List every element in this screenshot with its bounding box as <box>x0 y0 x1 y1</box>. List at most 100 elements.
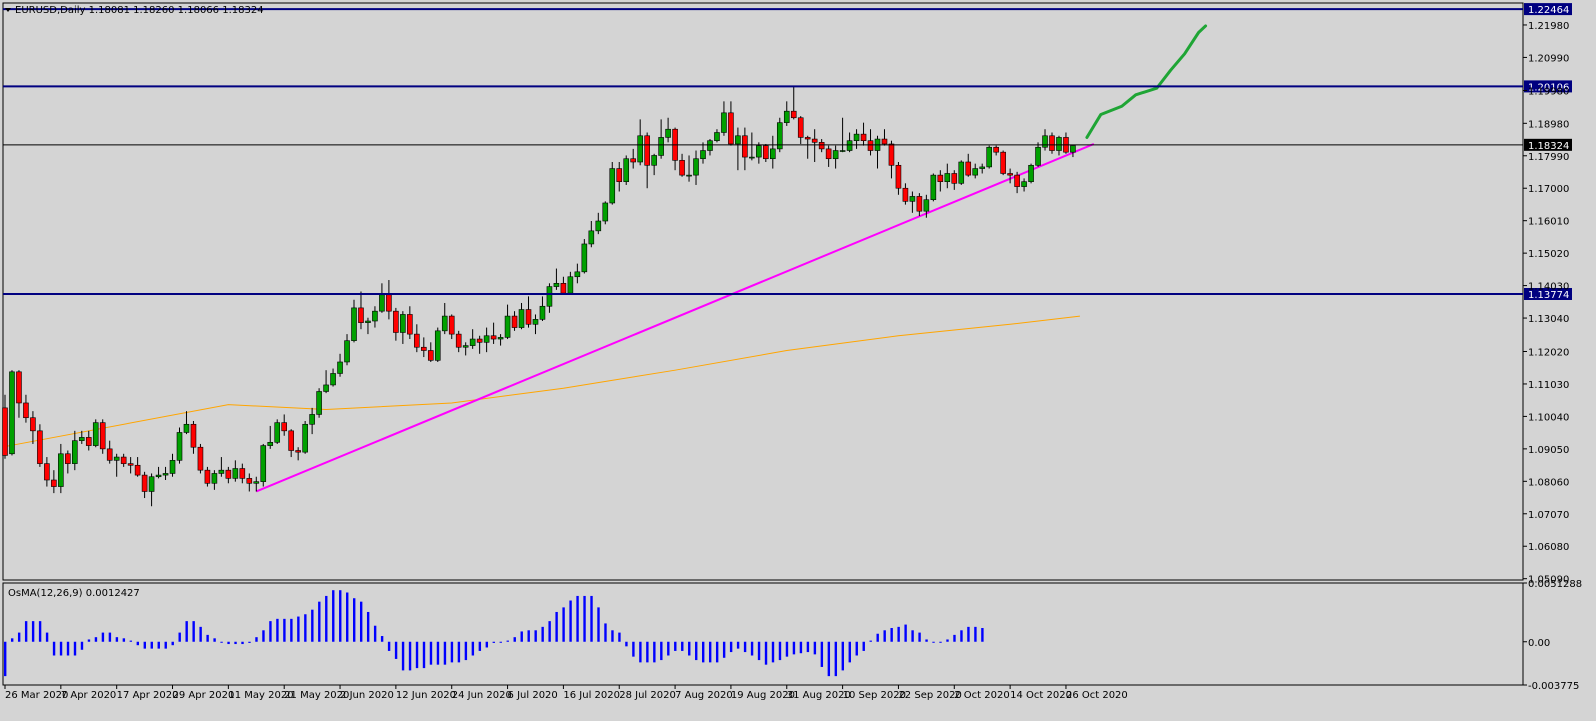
candle-body <box>742 135 748 158</box>
x-tick-label: 26 Oct 2020 <box>1066 690 1128 701</box>
candle <box>434 327 441 362</box>
candle-body <box>979 166 986 169</box>
x-tick-label: 16 Jul 2020 <box>563 690 620 701</box>
osma-bar <box>429 641 433 665</box>
candle <box>972 163 979 179</box>
osma-bar <box>4 641 7 677</box>
osma-bar <box>297 616 300 642</box>
osma-bar <box>632 641 635 657</box>
candle-body <box>211 473 218 484</box>
level-price-tag <box>1524 80 1572 93</box>
candle-body <box>930 174 937 201</box>
candle-body <box>434 330 441 361</box>
osma-bar <box>925 639 928 642</box>
candle-body <box>239 468 246 479</box>
candle <box>630 148 637 169</box>
candle-body <box>1028 164 1034 182</box>
osma-bar <box>80 641 84 650</box>
candle-body <box>532 319 539 325</box>
osma-bar <box>450 641 454 663</box>
candle <box>44 457 50 487</box>
candle-body <box>30 417 36 432</box>
level-price-label: 1.20106 <box>1528 82 1569 93</box>
candle <box>1035 142 1041 167</box>
candle-body <box>881 138 888 145</box>
candle <box>337 353 343 377</box>
candle-body <box>783 110 790 123</box>
candle <box>937 170 944 192</box>
candle <box>260 443 267 487</box>
candle <box>602 201 609 225</box>
candle-body <box>169 460 176 474</box>
osma-bar <box>534 630 537 642</box>
candle-body <box>337 361 343 374</box>
candle <box>749 132 755 161</box>
current-price-tag <box>1524 138 1572 151</box>
x-tick-label: 22 Sep 2020 <box>898 690 961 701</box>
candle-body <box>1021 181 1027 187</box>
level-price-tag <box>1524 3 1572 16</box>
osma-bar <box>492 641 495 643</box>
candle-body <box>72 440 78 464</box>
y-tick-label: 1.06080 <box>1528 542 1569 553</box>
osma-bar <box>841 641 844 671</box>
osma-bar <box>206 634 209 642</box>
candle-body <box>756 145 762 158</box>
candle-body <box>386 294 392 312</box>
candle-body <box>183 423 190 433</box>
candle <box>686 155 692 182</box>
candle-body <box>288 430 294 451</box>
osma-bar <box>213 638 216 642</box>
candle-body <box>951 173 958 184</box>
candle-body <box>1000 151 1006 174</box>
candle <box>351 299 357 343</box>
symbol-dropdown-icon[interactable] <box>5 8 11 12</box>
projection-curve <box>1085 24 1208 139</box>
x-tick-label: 24 Jun 2020 <box>452 690 512 701</box>
x-tick-label: 28 Jul 2020 <box>619 690 676 701</box>
candle <box>476 335 483 354</box>
trendline[interactable] <box>255 143 1095 493</box>
candle-body <box>651 155 657 166</box>
osma-bar <box>939 641 942 643</box>
osma-bar <box>590 595 593 642</box>
candle <box>497 334 504 346</box>
osma-bar <box>157 641 160 649</box>
candle-body <box>867 140 874 151</box>
osma-bar <box>52 641 56 656</box>
candle-body <box>616 168 623 182</box>
y-tick-label: 1.20990 <box>1528 53 1569 64</box>
candle <box>797 116 804 144</box>
candle-body <box>804 137 811 140</box>
candle-body <box>358 307 364 323</box>
osma-bar <box>66 641 70 656</box>
osma-bar <box>87 639 91 642</box>
candle-body <box>420 346 427 351</box>
osma-bar <box>618 632 621 642</box>
osma-bar <box>583 595 586 642</box>
candle-body <box>232 468 239 479</box>
candle-body <box>155 474 162 478</box>
osma-bar <box>827 641 831 677</box>
candle <box>763 143 769 163</box>
osma-bar <box>485 641 489 648</box>
candle <box>30 411 36 444</box>
candle <box>490 322 497 344</box>
candle-body <box>23 402 29 419</box>
candle <box>78 430 85 444</box>
osma-bar <box>946 639 949 642</box>
y-tick-label: 1.14030 <box>1528 282 1569 293</box>
candle-body <box>323 384 329 392</box>
candle <box>358 291 364 330</box>
osma-bar <box>185 621 188 642</box>
candle <box>546 283 553 313</box>
candle <box>51 470 57 494</box>
osma-bar <box>366 611 370 642</box>
candle <box>525 296 532 328</box>
candle <box>511 311 518 331</box>
osma-bar <box>394 641 398 659</box>
osma-bar <box>639 641 642 663</box>
candle-body <box>344 340 350 363</box>
candle <box>372 306 378 328</box>
candle <box>986 145 992 169</box>
